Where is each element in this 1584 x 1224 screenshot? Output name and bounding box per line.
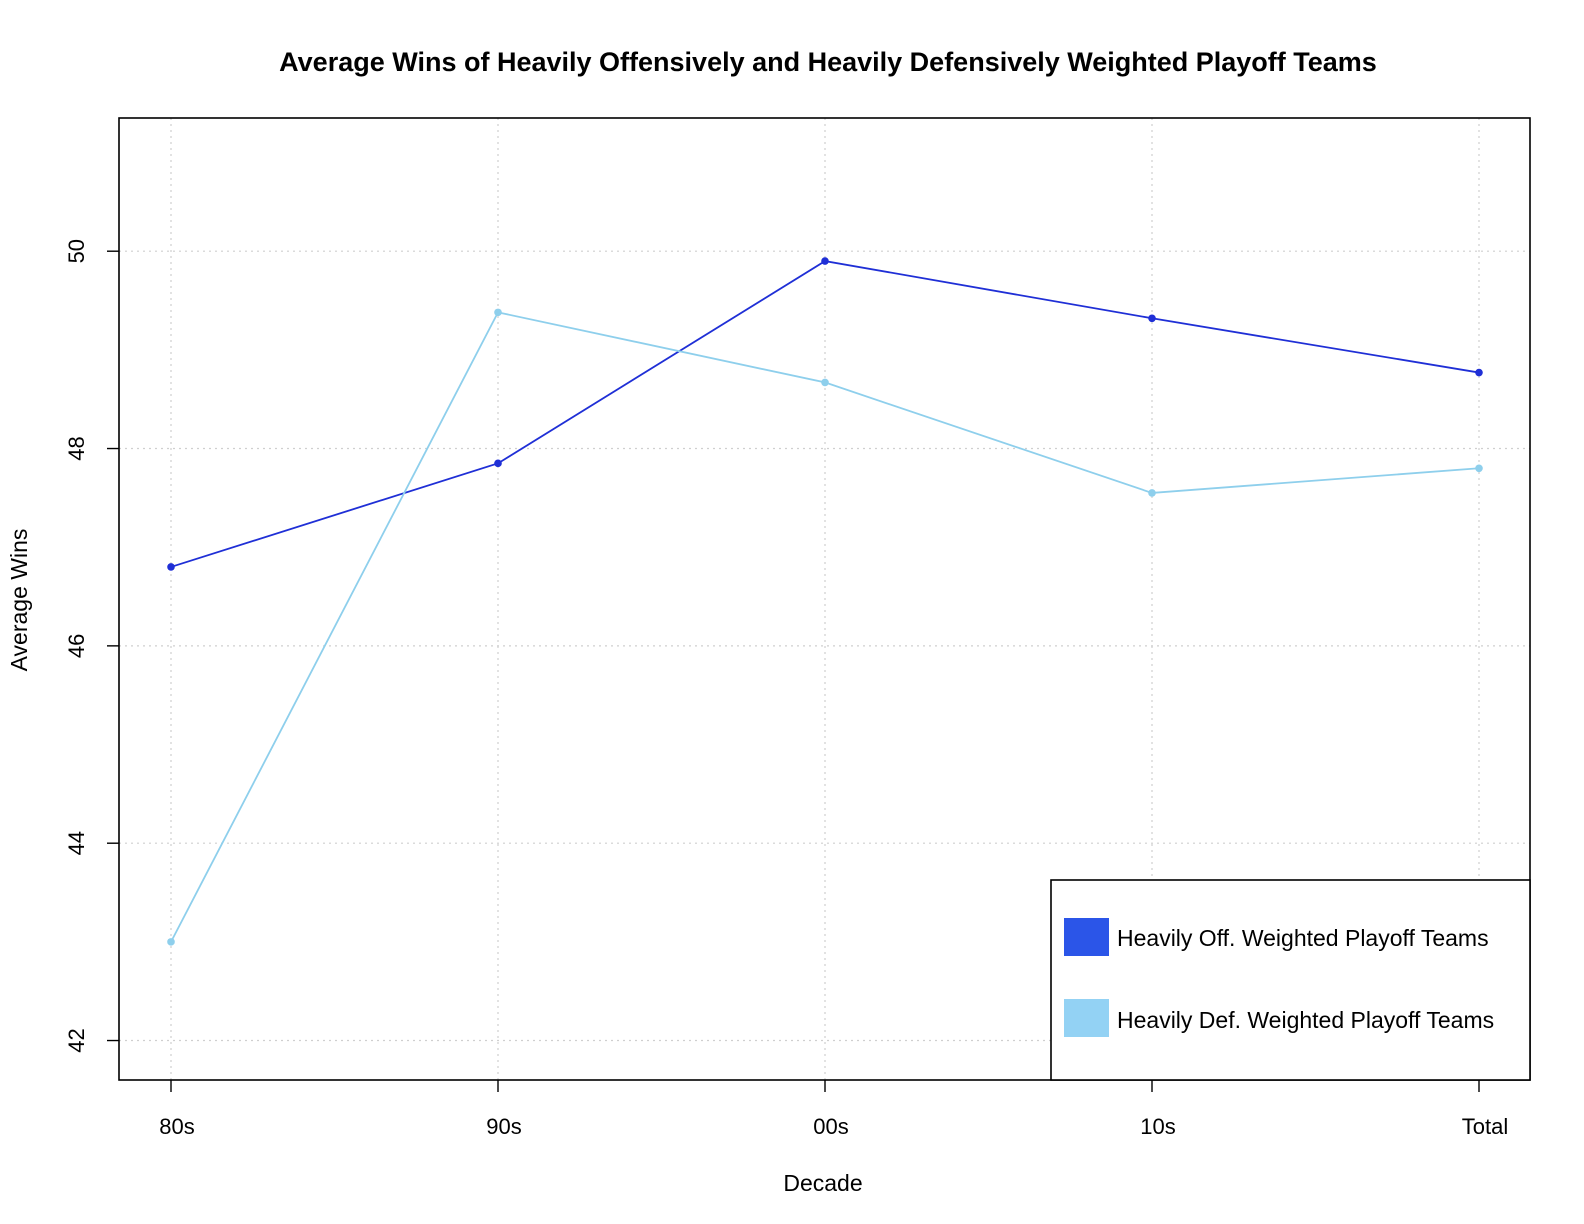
x-axis-label: Decade — [783, 1170, 862, 1196]
data-point — [167, 938, 175, 946]
legend: Heavily Off. Weighted Playoff Teams Heav… — [1050, 879, 1531, 1081]
y-axis: 42 44 46 48 50 — [64, 239, 119, 1053]
y-tick-label: 42 — [64, 1028, 89, 1052]
y-tick-label: 48 — [64, 436, 89, 460]
series-layer — [167, 257, 1483, 946]
data-point — [1148, 314, 1156, 323]
x-tick-label: Total — [1462, 1114, 1508, 1139]
legend-label-offensive: Heavily Off. Weighted Playoff Teams — [1117, 925, 1489, 951]
chart-title: Average Wins of Heavily Offensively and … — [279, 47, 1377, 77]
data-point — [494, 459, 502, 468]
data-point — [1475, 368, 1483, 377]
legend-swatch-offensive — [1064, 918, 1109, 956]
x-tick-label: 10s — [1140, 1114, 1175, 1139]
legend-box — [1050, 879, 1531, 1081]
data-point — [1475, 464, 1483, 473]
data-point — [494, 308, 502, 317]
x-axis: 80s 90s 00s 10s Total — [159, 1080, 1508, 1139]
legend-swatch-defensive — [1064, 999, 1109, 1037]
data-point — [1148, 489, 1156, 497]
x-tick-label: 80s — [159, 1114, 194, 1139]
y-tick-label: 44 — [64, 831, 89, 855]
x-tick-label: 90s — [486, 1114, 521, 1139]
data-point — [821, 257, 829, 265]
grid — [119, 118, 1530, 1080]
y-axis-label: Average Wins — [6, 529, 32, 672]
x-tick-label: 00s — [813, 1114, 848, 1139]
y-tick-label: 50 — [64, 239, 89, 263]
data-point — [821, 378, 829, 387]
data-point — [167, 563, 175, 571]
y-tick-label: 46 — [64, 634, 89, 658]
legend-label-defensive: Heavily Def. Weighted Playoff Teams — [1117, 1007, 1494, 1033]
